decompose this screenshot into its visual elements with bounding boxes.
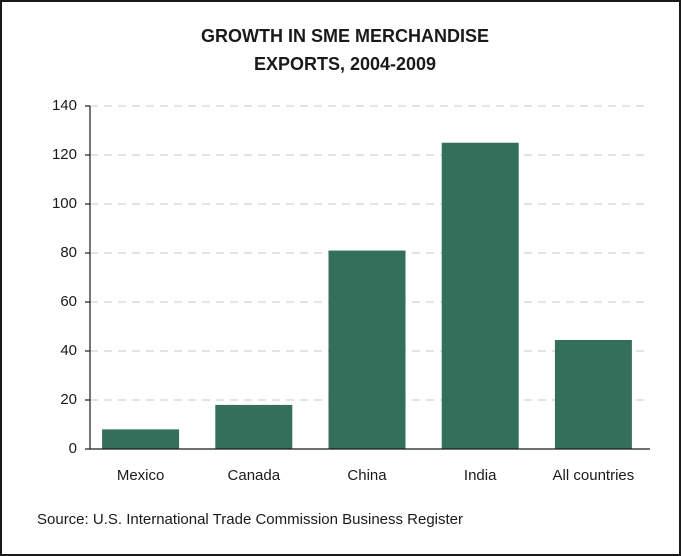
chart-title: GROWTH IN SME MERCHANDISE [201,26,489,46]
y-tick-label: 20 [60,391,77,408]
x-tick-label: China [347,467,387,484]
y-tick-label: 60 [60,293,77,310]
bar [102,429,180,449]
y-tick-label: 0 [69,440,77,457]
x-tick-label: India [464,467,497,484]
y-tick-label: 100 [52,195,77,212]
x-tick-label: All countries [553,467,635,484]
x-tick-label: Mexico [117,467,165,484]
chart-title: EXPORTS, 2004-2009 [254,54,436,74]
x-tick-label: Canada [228,467,281,484]
bar [554,339,632,449]
y-tick-label: 140 [52,97,77,114]
y-tick-label: 40 [60,342,77,359]
bar [215,404,293,449]
source-note: Source: U.S. International Trade Commiss… [37,511,463,528]
bar [441,142,519,449]
y-tick-label: 120 [52,146,77,163]
bar [328,250,406,449]
y-tick-label: 80 [60,244,77,261]
